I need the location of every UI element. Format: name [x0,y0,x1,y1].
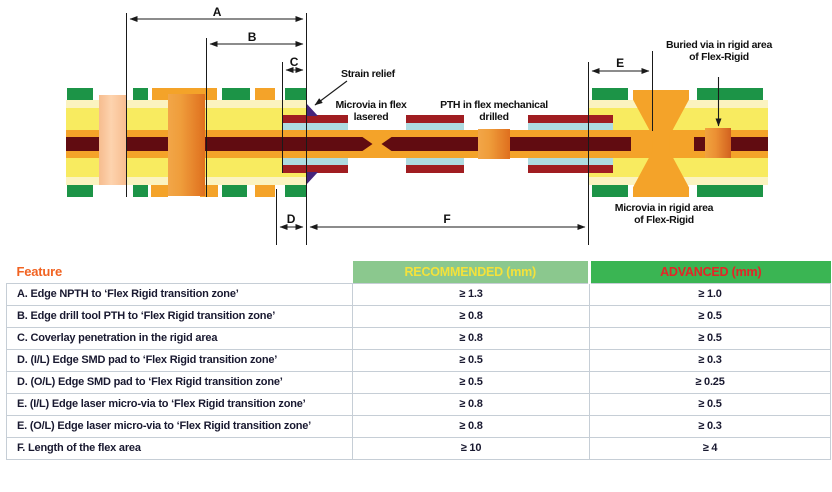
top-pad [222,88,250,100]
label-strain-relief: Strain relief [341,68,395,80]
table-row: E. (I/L) Edge laser micro-via to ‘Flex R… [6,392,831,416]
advanced-cell: ≥ 0.5 [589,326,831,350]
adhesive-top [282,123,348,130]
bottom-pad [255,185,275,197]
coverlay-top [406,115,464,123]
label-buried-via-line2: of Flex-Rigid [689,51,749,63]
design-rules-table: Feature RECOMMENDED (mm) ADVANCED (mm) A… [6,261,831,460]
table-row: D. (I/L) Edge SMD pad to ‘Flex Rigid tra… [6,348,831,372]
bottom-pad [285,185,306,197]
table-row: F. Length of the flex area ≥ 10 ≥ 4 [6,436,831,460]
top-pad [255,88,275,100]
bottom-pad [697,185,763,197]
top-pad [592,88,628,100]
top-pad [285,88,306,100]
label-pth-flex-line2: drilled [479,111,509,123]
dim-label-e: E [616,56,624,70]
feature-cell: E. (O/L) Edge laser micro-via to ‘Flex R… [6,414,353,438]
coverlay-top [528,115,613,123]
recommended-column-header: RECOMMENDED (mm) [352,261,590,283]
copper-trace-segment [510,137,631,151]
label-buried-via-line1: Buried via in rigid area [665,39,772,51]
advanced-cell: ≥ 0.3 [589,348,831,372]
bottom-pad [133,185,148,197]
table-row: D. (O/L) Edge SMD pad to ‘Flex Rigid tra… [6,370,831,394]
flex-microvia-lasered [361,136,393,152]
npth-hole [99,95,126,185]
label-pth-flex-line1: PTH in flex mechanical [440,99,548,111]
dim-label-a: A [212,5,222,19]
adhesive-bottom [528,158,613,165]
recommended-cell: ≥ 0.5 [352,348,590,372]
adhesive-top [406,123,464,130]
label-microvia-rigid-line1: Microvia in rigid area [614,202,714,214]
bottom-pad [67,185,93,197]
top-pad [67,88,93,100]
top-pad [133,88,148,100]
table-row: B. Edge drill tool PTH to ‘Flex Rigid tr… [6,304,831,328]
label-microvia-rigid-line2: of Flex-Rigid [634,214,694,226]
adhesive-bottom [406,158,464,165]
bottom-pad [222,185,247,197]
dim-label-f: F [443,212,451,226]
pth-via-rigid [168,94,205,196]
recommended-cell: ≥ 0.8 [352,414,590,438]
coverlay-top [282,115,348,123]
feature-cell: D. (I/L) Edge SMD pad to ‘Flex Rigid tra… [6,348,353,372]
dim-label-d: D [286,212,296,226]
advanced-cell: ≥ 1.0 [589,282,831,306]
feature-cell: B. Edge drill tool PTH to ‘Flex Rigid tr… [6,304,353,328]
feature-column-header: Feature [6,261,353,283]
table-row: A. Edge NPTH to ‘Flex Rigid transition z… [6,282,831,306]
label-microvia-flex-line1: Microvia in flex [335,99,407,111]
advanced-cell: ≥ 0.25 [589,370,831,394]
feature-cell: F. Length of the flex area [6,436,353,460]
advanced-cell: ≥ 0.3 [589,414,831,438]
coverlay-bottom [406,165,464,173]
pcb-cross-section-diagram: A B C E D F Strain relief Microvia in fl… [66,5,772,245]
recommended-cell: ≥ 0.8 [352,392,590,416]
leader-strain-relief [314,80,348,106]
feature-cell: A. Edge NPTH to ‘Flex Rigid transition z… [6,282,353,306]
copper-trace-segment [694,137,705,151]
pth-via-flex [478,129,510,159]
recommended-cell: ≥ 1.3 [352,282,590,306]
recommended-cell: ≥ 0.8 [352,304,590,328]
bottom-pad [592,185,628,197]
coverlay-bottom [528,165,613,173]
recommended-cell: ≥ 0.8 [352,326,590,350]
adhesive-top [528,123,613,130]
buried-via [705,128,731,158]
advanced-cell: ≥ 0.5 [589,304,831,328]
label-microvia-flex-line2: lasered [353,111,389,123]
top-pad [697,88,763,100]
coverlay-bottom [282,165,348,173]
dim-label-c: C [289,55,299,69]
table-row: C. Coverlay penetration in the rigid are… [6,326,831,350]
feature-cell: E. (I/L) Edge laser micro-via to ‘Flex R… [6,392,353,416]
recommended-cell: ≥ 0.5 [352,370,590,394]
advanced-column-header: ADVANCED (mm) [588,261,831,283]
dimension-overlay [126,13,722,245]
bottom-pad [151,185,168,197]
copper-trace-segment [731,137,768,151]
table-header-row: Feature RECOMMENDED (mm) ADVANCED (mm) [6,261,831,283]
table-row: E. (O/L) Edge laser micro-via to ‘Flex R… [6,414,831,438]
recommended-cell: ≥ 10 [352,436,590,460]
advanced-cell: ≥ 4 [589,436,831,460]
dim-label-b: B [247,30,257,44]
feature-cell: D. (O/L) Edge SMD pad to ‘Flex Rigid tra… [6,370,353,394]
advanced-cell: ≥ 0.5 [589,392,831,416]
adhesive-bottom [282,158,348,165]
feature-cell: C. Coverlay penetration in the rigid are… [6,326,353,350]
